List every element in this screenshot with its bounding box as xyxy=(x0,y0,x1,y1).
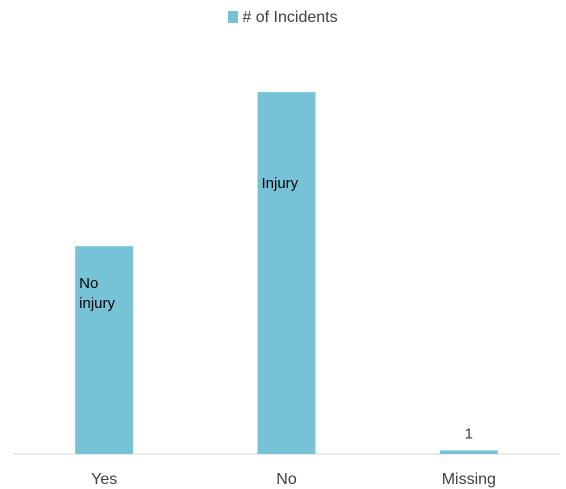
x-tick-label: No xyxy=(276,471,297,488)
bar-no xyxy=(257,92,316,454)
data-label: No injury xyxy=(79,275,115,312)
x-tick-label: Yes xyxy=(91,471,117,488)
bar-yes xyxy=(75,246,134,454)
legend-swatch xyxy=(228,11,239,23)
legend-label: # of Incidents xyxy=(242,9,338,26)
data-label: 1 xyxy=(465,425,473,442)
data-label: Injury xyxy=(262,175,299,192)
legend: # of Incidents xyxy=(0,9,566,27)
bar-missing xyxy=(439,450,498,454)
x-tick-label: Missing xyxy=(442,471,496,488)
